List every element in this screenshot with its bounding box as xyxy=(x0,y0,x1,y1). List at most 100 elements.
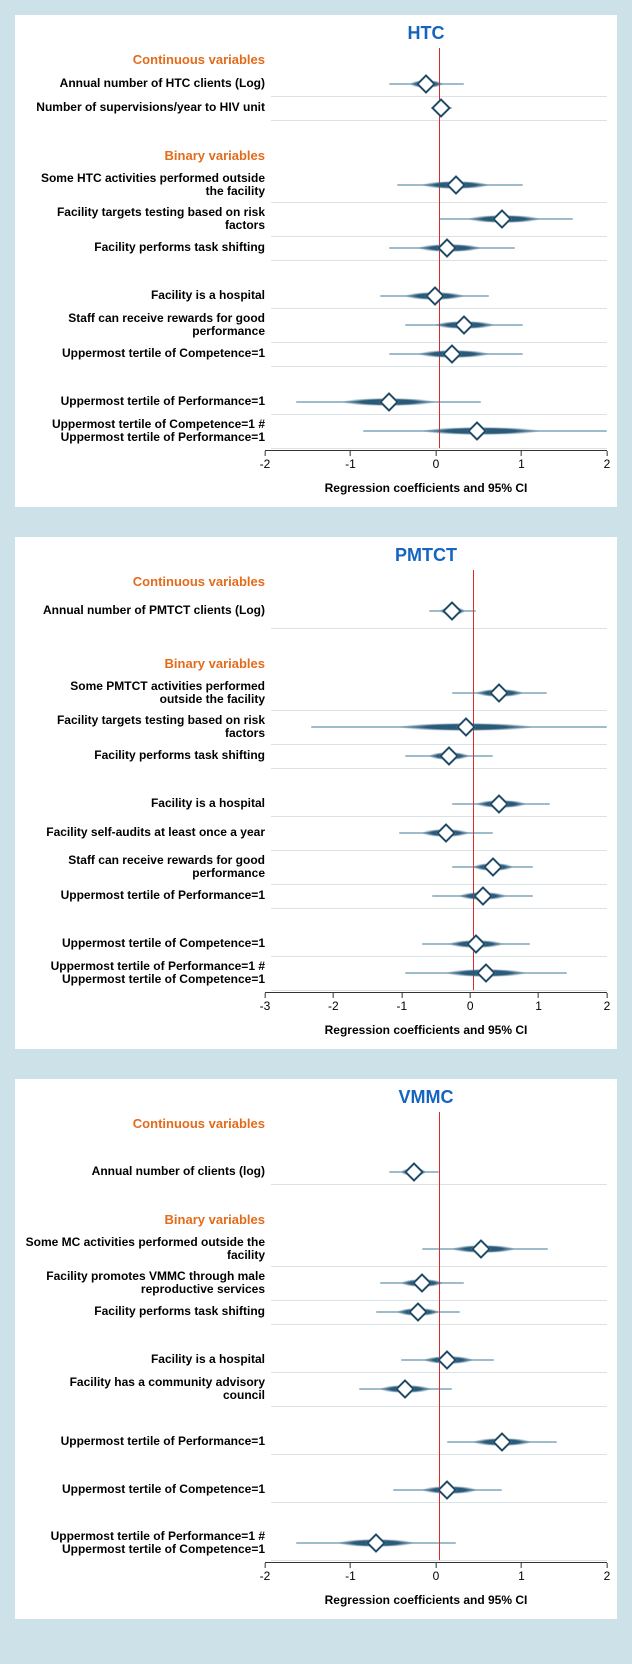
section-label: Continuous variables xyxy=(25,575,271,589)
point-estimate-marker xyxy=(366,1533,386,1553)
variable-label: Uppermost tertile of Performance=1 # Upp… xyxy=(25,1530,271,1556)
data-row: Facility promotes VMMC through male repr… xyxy=(25,1266,607,1300)
plot-area xyxy=(271,956,607,991)
point-estimate-marker xyxy=(490,794,510,814)
plot-area xyxy=(271,884,607,909)
data-row: Uppermost tertile of Performance=1 xyxy=(25,390,607,414)
plot-area xyxy=(271,1526,607,1561)
point-estimate-marker xyxy=(467,421,487,441)
plot-area xyxy=(271,1208,607,1232)
variable-label: Facility performs task shifting xyxy=(25,241,271,254)
section-label: Continuous variables xyxy=(25,53,271,67)
point-estimate-marker xyxy=(492,209,512,229)
zero-reference-line xyxy=(439,1208,440,1232)
plot-area xyxy=(271,1430,607,1455)
variable-label: Facility has a community advisory counci… xyxy=(25,1376,271,1402)
panel-title: PMTCT xyxy=(245,545,607,566)
spacer-row xyxy=(25,1136,607,1160)
plot-area xyxy=(271,168,607,203)
variable-label: Facility targets testing based on risk f… xyxy=(25,714,271,740)
section-header-row: Binary variables xyxy=(25,652,607,676)
variable-label: Facility self-audits at least once a yea… xyxy=(25,826,271,839)
plot-area xyxy=(271,908,607,932)
zero-reference-line xyxy=(439,1502,440,1526)
point-estimate-marker xyxy=(379,392,399,412)
variable-label: Uppermost tertile of Performance=1 xyxy=(25,1435,271,1448)
plot-area xyxy=(271,1406,607,1430)
point-estimate-marker xyxy=(395,1379,415,1399)
axis-tick: 2 xyxy=(604,993,611,1013)
data-row: Annual number of clients (log) xyxy=(25,1160,607,1184)
variable-label: Staff can receive rewards for good perfo… xyxy=(25,312,271,338)
section-label: Binary variables xyxy=(25,1213,271,1227)
zero-reference-line xyxy=(473,594,474,628)
zero-reference-line xyxy=(439,48,440,72)
axis-tick: -1 xyxy=(345,1563,356,1583)
data-row: Uppermost tertile of Performance=1 xyxy=(25,884,607,908)
plot-area xyxy=(271,1300,607,1325)
variable-label: Annual number of clients (log) xyxy=(25,1165,271,1178)
point-estimate-marker xyxy=(439,746,459,766)
data-row: Uppermost tertile of Competence=1 xyxy=(25,342,607,366)
zero-reference-line xyxy=(439,1372,440,1406)
axis-tick: 2 xyxy=(604,451,611,471)
plot-area xyxy=(271,1348,607,1373)
point-estimate-marker xyxy=(476,963,496,983)
plot-area xyxy=(271,768,607,792)
variable-label: Staff can receive rewards for good perfo… xyxy=(25,854,271,880)
plot-area xyxy=(271,390,607,415)
spacer-row xyxy=(25,1184,607,1208)
axis-tick: 0 xyxy=(467,993,474,1013)
zero-reference-line xyxy=(473,570,474,594)
data-row: Some MC activities performed outside the… xyxy=(25,1232,607,1266)
zero-reference-line xyxy=(473,744,474,768)
point-estimate-marker xyxy=(408,1302,428,1322)
axis-line: -2-1012 xyxy=(265,1562,607,1591)
data-row: Facility targets testing based on risk f… xyxy=(25,710,607,744)
zero-reference-line xyxy=(439,1136,440,1160)
variable-label: Facility performs task shifting xyxy=(25,749,271,762)
zero-reference-line xyxy=(473,676,474,710)
spacer-row xyxy=(25,260,607,284)
point-estimate-marker xyxy=(490,683,510,703)
variable-label: Facility is a hospital xyxy=(25,1353,271,1366)
data-row: Uppermost tertile of Performance=1 xyxy=(25,1430,607,1454)
plot-area xyxy=(271,744,607,769)
variable-label: Uppermost tertile of Competence=1 xyxy=(25,1483,271,1496)
variable-label: Facility promotes VMMC through male repr… xyxy=(25,1270,271,1296)
variable-label: Uppermost tertile of Competence=1 xyxy=(25,937,271,950)
plot-area xyxy=(271,1324,607,1348)
spacer-row xyxy=(25,1324,607,1348)
data-row: Uppermost tertile of Competence=1 xyxy=(25,1478,607,1502)
point-estimate-marker xyxy=(425,286,445,306)
section-label: Binary variables xyxy=(25,149,271,163)
spacer-row xyxy=(25,120,607,144)
plot-area xyxy=(271,366,607,390)
zero-reference-line xyxy=(439,366,440,390)
forest-plot-panel: VMMCContinuous variablesAnnual number of… xyxy=(15,1079,617,1619)
plot-area xyxy=(271,236,607,261)
point-estimate-marker xyxy=(473,886,493,906)
plot-area xyxy=(271,1136,607,1160)
zero-reference-line xyxy=(439,202,440,236)
data-row: Number of supervisions/year to HIV unit xyxy=(25,96,607,120)
section-label: Continuous variables xyxy=(25,1117,271,1131)
forest-plot-panel: PMTCTContinuous variablesAnnual number o… xyxy=(15,537,617,1049)
plot-area xyxy=(271,1266,607,1301)
spacer-row xyxy=(25,768,607,792)
point-estimate-marker xyxy=(431,98,451,118)
zero-reference-line xyxy=(473,792,474,816)
data-row: Facility is a hospital xyxy=(25,1348,607,1372)
point-estimate-marker xyxy=(437,1480,457,1500)
plot-area xyxy=(271,816,607,851)
section-header-row: Binary variables xyxy=(25,1208,607,1232)
zero-reference-line xyxy=(439,120,440,144)
zero-reference-line xyxy=(439,1406,440,1430)
plot-area xyxy=(271,676,607,711)
plot-area xyxy=(271,48,607,72)
variable-label: Uppermost tertile of Competence=1 # Uppe… xyxy=(25,418,271,444)
data-row: Facility targets testing based on risk f… xyxy=(25,202,607,236)
data-row: Facility is a hospital xyxy=(25,792,607,816)
point-estimate-marker xyxy=(471,1239,491,1259)
data-row: Facility performs task shifting xyxy=(25,744,607,768)
